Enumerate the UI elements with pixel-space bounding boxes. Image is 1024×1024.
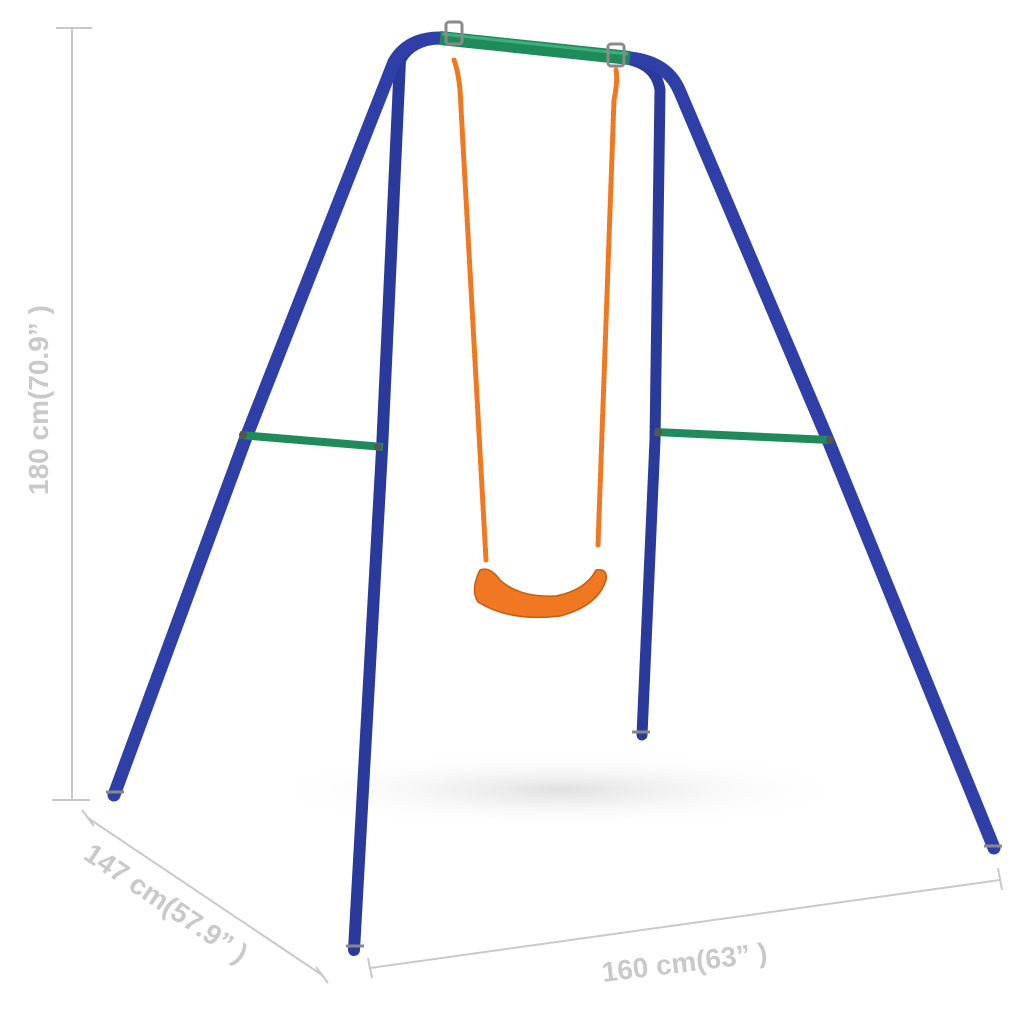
bolt <box>239 431 247 439</box>
front-left-leg <box>107 31 447 802</box>
swing-seat <box>473 568 608 619</box>
right-rope <box>595 67 620 548</box>
back-right-leg <box>614 52 666 741</box>
height-dimension-line <box>52 27 92 801</box>
width-dimension-label: 160 cm(63” ) <box>600 937 769 988</box>
bolt <box>654 428 662 436</box>
ground-shadow <box>260 750 860 830</box>
height-dimension-label: 180 cm(70.9” ) <box>23 305 54 495</box>
swing-ropes <box>451 57 620 563</box>
top-crossbar-highlight <box>441 32 629 56</box>
bolt <box>374 443 382 451</box>
swing-frame <box>106 31 1002 956</box>
top-crossbar <box>439 31 631 65</box>
left-rope <box>451 57 489 563</box>
depth-dimension-label: 147 cm(57.9” ) <box>79 837 254 969</box>
hook <box>606 42 626 68</box>
left-side-brace <box>239 431 384 451</box>
swing-hooks <box>444 20 626 68</box>
front-right-leg <box>623 51 1001 855</box>
bolt <box>826 436 834 444</box>
hook <box>444 20 464 46</box>
width-dimension-line <box>367 867 1003 979</box>
depth-dimension-line <box>81 809 329 984</box>
right-side-brace <box>654 428 831 444</box>
